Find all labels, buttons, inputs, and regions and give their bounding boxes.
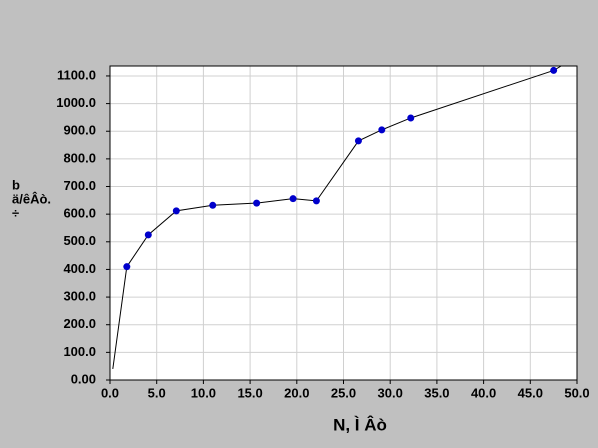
y-tick-label: 800.0 <box>63 150 96 165</box>
data-point <box>289 195 297 203</box>
x-axis-title: N, Ì Âò <box>333 415 387 434</box>
x-tick-label: 50.0 <box>564 385 589 400</box>
data-point <box>354 137 362 145</box>
data-point <box>123 263 131 271</box>
y-tick-label: 600.0 <box>63 206 96 221</box>
y-axis-title: ÷ <box>12 205 19 220</box>
x-tick-label: 10.0 <box>191 385 216 400</box>
data-point <box>144 231 152 239</box>
y-tick-label: 500.0 <box>63 233 96 248</box>
y-tick-label: 300.0 <box>63 289 96 304</box>
y-tick-label: 1000.0 <box>56 95 96 110</box>
y-tick-label: 1100.0 <box>57 67 96 82</box>
data-point <box>209 201 217 209</box>
x-tick-label: 40.0 <box>471 385 496 400</box>
x-tick-label: 15.0 <box>237 385 262 400</box>
x-tick-label: 5.0 <box>148 385 166 400</box>
y-tick-label: 100.0 <box>63 344 96 359</box>
data-point <box>407 114 415 122</box>
x-tick-label: 30.0 <box>378 385 403 400</box>
y-tick-label: 0.00 <box>71 371 96 386</box>
x-tick-label: 0.0 <box>101 385 119 400</box>
y-tick-label: 200.0 <box>63 316 96 331</box>
y-axis-title: ä/êÂò. <box>12 191 51 206</box>
x-tick-label: 25.0 <box>331 385 356 400</box>
x-tick-label: 45.0 <box>518 385 543 400</box>
y-tick-label: 900.0 <box>63 123 96 138</box>
y-tick-label: 400.0 <box>63 261 96 276</box>
x-tick-label: 35.0 <box>424 385 449 400</box>
data-point <box>550 66 558 74</box>
x-tick-label: 20.0 <box>284 385 309 400</box>
data-point <box>172 207 180 215</box>
y-tick-label: 700.0 <box>63 178 96 193</box>
y-axis-title: b <box>12 177 20 192</box>
data-point <box>312 197 320 205</box>
grid <box>109 66 578 381</box>
data-point <box>253 199 261 207</box>
data-point <box>378 126 386 134</box>
